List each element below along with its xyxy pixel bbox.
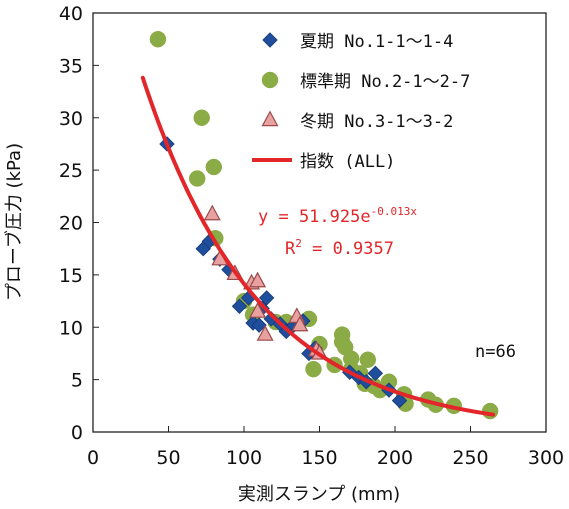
triangle-point xyxy=(249,271,267,288)
y-tick-label: 40 xyxy=(59,3,83,25)
legend-label: 夏期 No.1-1～1-4 xyxy=(300,32,453,52)
x-tick-label: 150 xyxy=(301,447,337,469)
diamond-point xyxy=(258,290,275,306)
r-squared-value: = 0.9357 xyxy=(302,239,394,259)
x-tick-label: 250 xyxy=(452,447,488,469)
x-tick-label: 200 xyxy=(377,447,413,469)
circle-point xyxy=(149,30,167,48)
x-tick-label: 0 xyxy=(87,447,99,469)
y-tick-label: 0 xyxy=(71,422,83,444)
fit-equation: y = 51.925e-0.013x xyxy=(258,205,417,227)
x-tick-label: 100 xyxy=(226,447,262,469)
circle-point xyxy=(359,351,377,368)
fit-equation-exponent: -0.013x xyxy=(371,205,418,218)
y-axis-label: プローブ圧力 (kPa) xyxy=(3,143,25,301)
diamond-point xyxy=(391,392,408,409)
diamond-point xyxy=(231,298,248,314)
circle-point xyxy=(481,402,499,420)
diamond-point xyxy=(367,365,384,382)
triangle-point xyxy=(291,315,309,332)
diamond-point xyxy=(251,317,267,333)
r-squared: R2 = 0.9357 xyxy=(285,237,394,259)
legend-label: 指数 (ALL) xyxy=(300,152,395,172)
y-tick-label: 5 xyxy=(71,370,83,392)
triangle-point xyxy=(249,302,267,318)
y-tick-label: 20 xyxy=(59,213,83,235)
r-squared-base: R xyxy=(285,239,296,259)
legend-swatch xyxy=(262,32,278,48)
y-tick-label: 30 xyxy=(59,108,83,130)
sample-count: n=66 xyxy=(475,342,516,362)
legend: 夏期 No.1-1～1-4 標準期 No.2-1～2-7 冬期 No.3-1～3-2… xyxy=(252,32,470,172)
circle-point xyxy=(193,109,210,126)
circle-point xyxy=(188,170,206,187)
fit-curve xyxy=(140,75,496,417)
x-tick-label: 50 xyxy=(156,447,180,469)
y-tick-label: 15 xyxy=(59,265,83,287)
x-tick-label: 300 xyxy=(528,447,564,469)
y-axis: 0 5 10 15 20 25 30 35 40 xyxy=(59,3,99,444)
legend-label: 標準期 No.2-1～2-7 xyxy=(300,72,470,92)
triangle-point xyxy=(203,204,221,221)
fit-equation-base: y = 51.925e xyxy=(258,207,371,227)
y-tick-label: 35 xyxy=(59,55,83,77)
x-axis: 0 50 100 150 200 250 300 xyxy=(87,426,564,469)
legend-swatch xyxy=(261,71,279,89)
r-squared-sup: 2 xyxy=(295,237,302,250)
triangle-point xyxy=(256,325,274,341)
circle-point xyxy=(305,360,322,378)
legend-label: 冬期 No.3-1～3-2 xyxy=(300,112,453,132)
circle-point xyxy=(205,158,223,176)
x-axis-label: 実測スランプ (mm) xyxy=(238,484,400,505)
y-tick-label: 10 xyxy=(59,317,83,339)
y-tick-label: 25 xyxy=(59,160,83,182)
legend-swatch xyxy=(261,110,279,127)
